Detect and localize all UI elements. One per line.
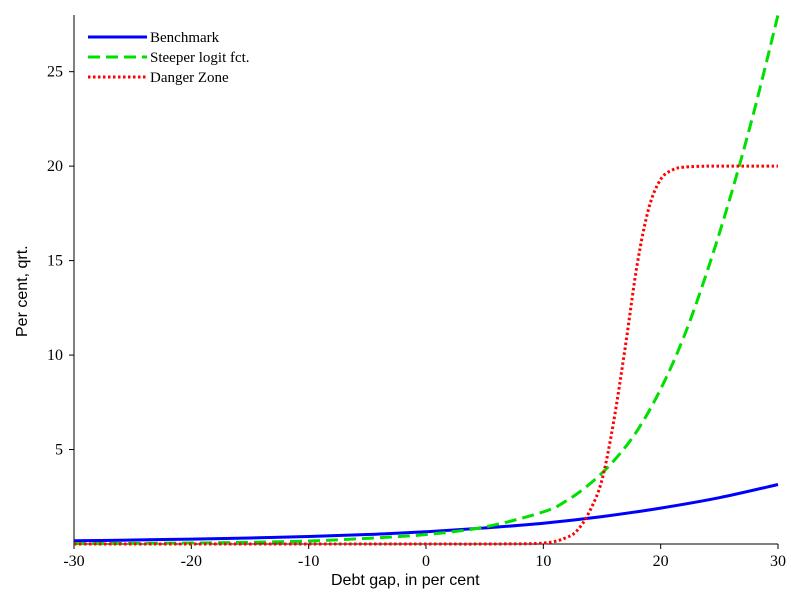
series-line-2 bbox=[74, 164, 778, 546]
y-tick-label: 20 bbox=[47, 158, 63, 175]
x-tick-label: 30 bbox=[770, 553, 786, 570]
legend-label-2: Danger Zone bbox=[150, 70, 229, 86]
legend-label-0: Benchmark bbox=[150, 30, 220, 46]
y-tick-label: 15 bbox=[47, 253, 63, 270]
x-axis-label: Debt gap, in per cent bbox=[331, 572, 480, 589]
x-tick-label: -10 bbox=[298, 553, 319, 570]
series-line-1 bbox=[73, 14, 780, 546]
x-tick-label: 0 bbox=[422, 553, 430, 570]
legend: Benchmark Steeper logit fct. Danger Zone bbox=[88, 30, 250, 86]
y-tick-label: 5 bbox=[55, 442, 63, 459]
series-group bbox=[73, 14, 780, 546]
y-tick-label: 25 bbox=[47, 64, 63, 81]
x-tick-label: -30 bbox=[63, 553, 84, 570]
x-ticks: -30 -20 -10 0 10 20 30 bbox=[63, 544, 786, 570]
y-ticks: 5 10 15 20 25 bbox=[47, 64, 74, 459]
x-tick-label: 20 bbox=[653, 553, 669, 570]
legend-label-1: Steeper logit fct. bbox=[150, 50, 250, 66]
series-line-0 bbox=[73, 483, 779, 543]
y-axis-label: Per cent, qrt. bbox=[14, 245, 31, 337]
y-tick-label: 10 bbox=[47, 347, 63, 364]
axes bbox=[73, 15, 778, 545]
x-tick-label: -20 bbox=[181, 553, 202, 570]
x-tick-label: 10 bbox=[535, 553, 551, 570]
